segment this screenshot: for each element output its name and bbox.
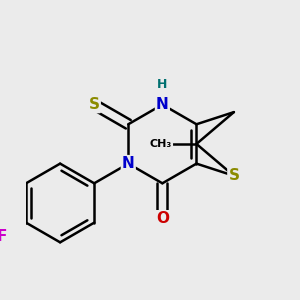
Text: N: N <box>156 97 169 112</box>
Text: H: H <box>157 78 168 92</box>
Text: S: S <box>89 97 100 112</box>
Text: CH₃: CH₃ <box>150 139 172 149</box>
Text: S: S <box>228 168 239 183</box>
Text: F: F <box>0 229 8 244</box>
Text: O: O <box>156 211 169 226</box>
Text: N: N <box>122 156 135 171</box>
